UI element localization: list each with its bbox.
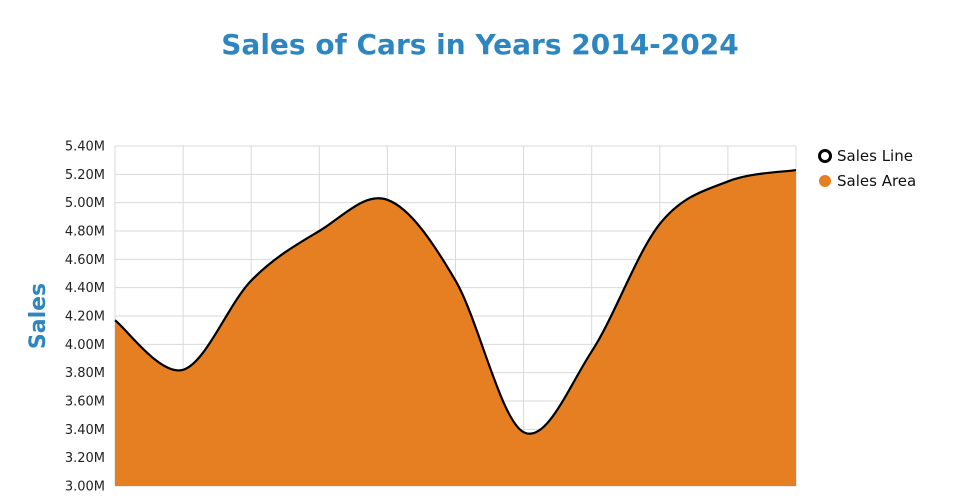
legend-label-sales-area: Sales Area: [837, 172, 916, 190]
legend: Sales Line Sales Area: [818, 147, 916, 190]
chart-title: Sales of Cars in Years 2014-2024: [221, 28, 738, 61]
y-tick-label: 3.20M: [65, 451, 105, 466]
sales-area: [115, 170, 796, 487]
legend-area-marker-icon: [819, 175, 831, 187]
y-axis-label: Sales: [26, 283, 51, 349]
y-tick-label: 4.00M: [65, 338, 105, 353]
y-tick-label: 4.40M: [65, 281, 105, 296]
y-tick-label: 4.60M: [65, 253, 105, 268]
y-tick-label: 3.00M: [65, 480, 105, 495]
legend-line-marker-icon: [818, 149, 832, 163]
y-tick-label: 5.40M: [65, 140, 105, 155]
y-tick-label: 5.20M: [65, 168, 105, 183]
y-tick-label: 4.20M: [65, 310, 105, 325]
y-tick-label: 3.60M: [65, 395, 105, 410]
legend-item-sales-line[interactable]: Sales Line: [818, 147, 913, 165]
y-tick-label: 3.40M: [65, 423, 105, 438]
legend-item-sales-area[interactable]: Sales Area: [819, 172, 916, 190]
legend-label-sales-line: Sales Line: [837, 147, 913, 165]
y-tick-label: 4.80M: [65, 225, 105, 240]
y-tick-labels: 3.00M 3.20M 3.40M 3.60M 3.80M 4.00M 4.20M 4.40M…: [65, 140, 105, 495]
y-tick-label: 3.80M: [65, 366, 105, 381]
y-tick-label: 5.00M: [65, 196, 105, 211]
sales-line: [114, 168, 797, 435]
